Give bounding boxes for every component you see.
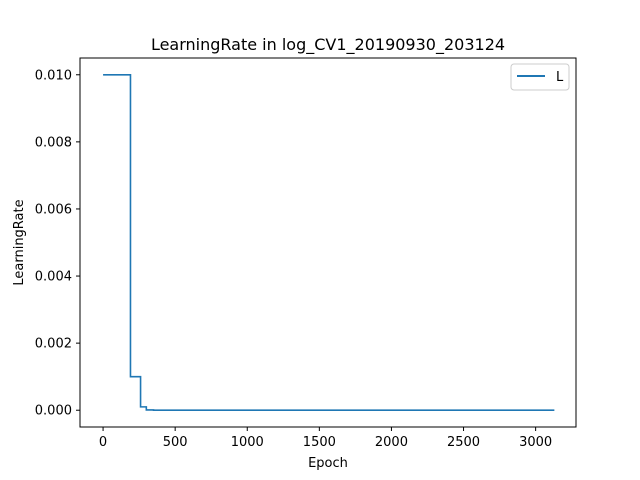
x-tick-label: 500 (163, 435, 188, 450)
x-axis-label: Epoch (308, 456, 348, 471)
y-tick-label: 0.004 (35, 270, 72, 285)
y-tick-label: 0.002 (35, 337, 72, 352)
chart-title: LearningRate in log_CV1_20190930_203124 (151, 35, 505, 55)
y-axis-label: LearningRate (12, 199, 27, 285)
x-tick-label: 1000 (231, 435, 264, 450)
y-tick-label: 0.006 (35, 202, 72, 217)
x-tick-label: 0 (99, 435, 107, 450)
plot-frame (79, 57, 577, 428)
plot-content (103, 73, 555, 412)
y-tick-label: 0.008 (35, 135, 72, 150)
x-tick-label: 2000 (375, 435, 408, 450)
series-line-L (103, 73, 555, 412)
legend: L (510, 63, 570, 91)
legend-label-L: L (556, 70, 564, 85)
y-tick-label: 0.010 (35, 68, 72, 83)
y-tick-label: 0.000 (35, 404, 72, 419)
x-tick-label: 2500 (447, 435, 480, 450)
x-tick-label: 1500 (303, 435, 336, 450)
y-axis-ticks: 0.000 0.002 0.004 0.006 0.008 0.010 (35, 68, 80, 419)
x-axis-ticks: 0 500 1000 1500 2000 2500 3000 (99, 427, 552, 450)
x-tick-label: 3000 (519, 435, 552, 450)
